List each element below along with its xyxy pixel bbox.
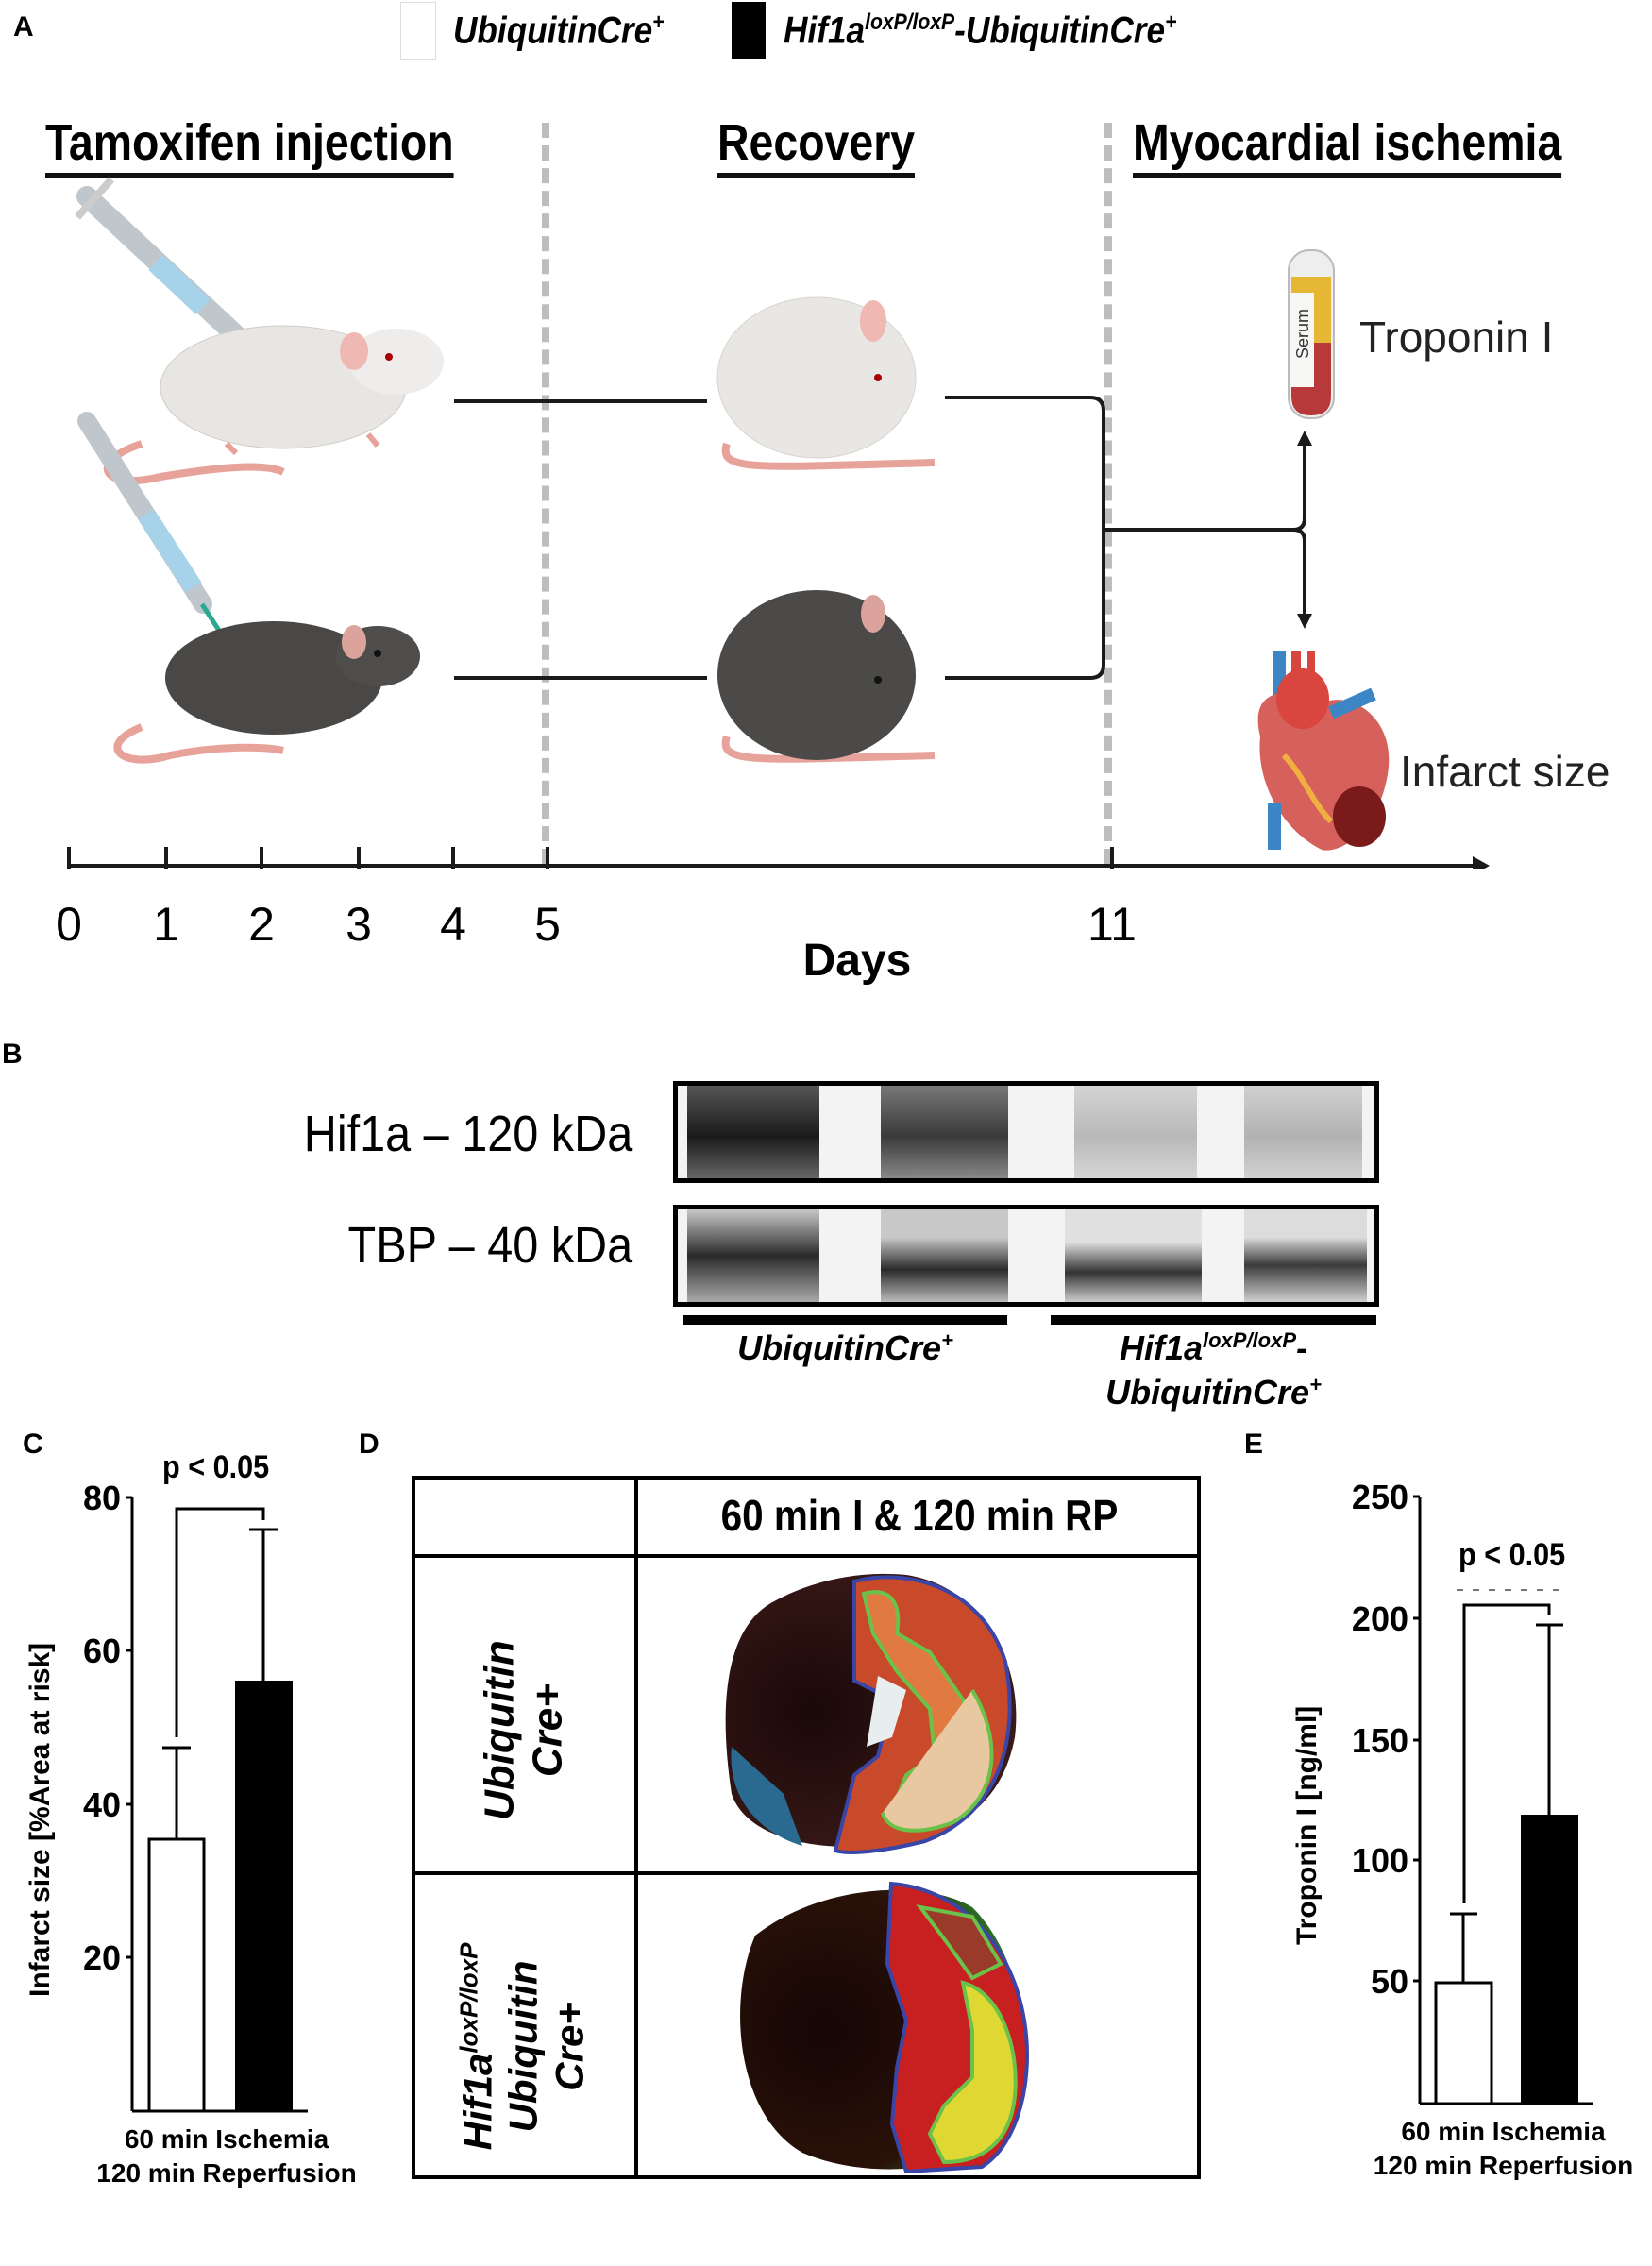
- day-tick-1: 1: [153, 898, 179, 951]
- ytick-e-200: 200: [1351, 1599, 1408, 1638]
- blot-lane: [1244, 1086, 1362, 1178]
- phase-divider-2: [1104, 123, 1112, 864]
- day-tick-4: 4: [440, 898, 466, 951]
- legend-swatch-knockout: [732, 2, 766, 59]
- blot-label-hif1a: Hif1a – 120 kDa: [303, 1106, 632, 1162]
- panel-letter-e: E: [1244, 1429, 1264, 1460]
- infarct-outcome-label: Infarct size: [1400, 747, 1610, 796]
- bar-control: [147, 1837, 206, 2113]
- day-tick-2: 2: [248, 898, 275, 951]
- legend-label-knockout: Hif1aloxP/loxP-UbiquitinCre+: [784, 9, 1177, 52]
- xcat-e: 60 min Ischemia 120 min Reperfusion: [1373, 2117, 1634, 2181]
- phase-title-ischemia: Myocardial ischemia: [1133, 114, 1562, 178]
- row-header-knockout: Hif1aloxP/loxP Ubiquitin Cre+: [454, 1942, 592, 2151]
- black-mouse-icon: [113, 621, 420, 764]
- flow-connectors: [454, 396, 1306, 680]
- blot-lane: [881, 1209, 1008, 1302]
- table-row-divider: [412, 1871, 1201, 1875]
- heart-icon: [1257, 651, 1390, 851]
- blot-lane: [687, 1086, 819, 1178]
- group-label-control: UbiquitinCre+: [737, 1328, 953, 1367]
- day-tick-0: 0: [56, 898, 82, 951]
- timeline-title: Days: [802, 936, 912, 986]
- timeline-axis: [67, 847, 1473, 869]
- timeline-arrowhead: [1473, 856, 1490, 869]
- xcat-c: 60 min Ischemia 120 min Reperfusion: [96, 2124, 357, 2189]
- day-tick-5: 5: [534, 898, 561, 951]
- day-tick-11: 11: [1087, 898, 1137, 951]
- day-tick-3: 3: [346, 898, 372, 951]
- blot-lane: [881, 1086, 1008, 1178]
- ytick-c-60: 60: [82, 1632, 121, 1670]
- phase-title-recovery: Recovery: [717, 114, 916, 178]
- ylabel-c: Infarct size [%Area at risk]: [25, 1642, 56, 1997]
- blot-lane: [1244, 1209, 1367, 1302]
- ytick-e-250: 250: [1351, 1478, 1408, 1516]
- group-bar-knockout: [1051, 1315, 1376, 1325]
- bar-knockout: [1521, 1815, 1578, 2104]
- recovering-white-mouse-icon: [716, 296, 936, 470]
- ytick-c-20: 20: [82, 1938, 121, 1977]
- western-blot-tbp: [673, 1205, 1379, 1307]
- panel-letter-d: D: [359, 1429, 379, 1460]
- ytick-e-150: 150: [1351, 1721, 1408, 1760]
- legend-swatch-control: [400, 2, 436, 60]
- white-mouse-icon: [103, 325, 444, 484]
- ytick-e-100: 100: [1351, 1841, 1408, 1880]
- ytick-e-50: 50: [1370, 1962, 1408, 2001]
- group-bar-control: [683, 1315, 1007, 1325]
- panel-letter-c: C: [23, 1429, 43, 1460]
- blot-lane: [1074, 1086, 1197, 1178]
- heart-section-knockout: [740, 1881, 1029, 2174]
- heart-section-images: [725, 1573, 1029, 2174]
- recovering-black-mouse-icon: [717, 590, 936, 763]
- ylabel-e: Troponin I [ng/ml]: [1291, 1705, 1323, 1945]
- phase-divider-1: [542, 123, 549, 864]
- panel-letter-b: B: [2, 1039, 23, 1070]
- bar-control: [1434, 1981, 1493, 2105]
- western-blot-hif1a: [673, 1081, 1379, 1183]
- injection-illustrations: Serum: [67, 177, 1490, 869]
- blot-label-tbp: TBP – 40 kDa: [347, 1217, 632, 1274]
- table-col-divider: [634, 1476, 638, 2179]
- ytick-c-40: 40: [82, 1785, 121, 1824]
- svg-text:Serum: Serum: [1293, 309, 1312, 359]
- phase-title-tamoxifen: Tamoxifen injection: [45, 114, 454, 178]
- p-value-c: p < 0.05: [162, 1449, 270, 1485]
- syringe-icon: [75, 177, 253, 358]
- blot-lane: [1065, 1209, 1202, 1302]
- panel-letter-a: A: [13, 11, 34, 42]
- heart-section-control: [725, 1573, 1017, 1854]
- table-header-divider: [412, 1554, 1201, 1558]
- blot-lane: [687, 1209, 819, 1302]
- table-column-header: 60 min I & 120 min RP: [720, 1491, 1119, 1540]
- bar-knockout: [235, 1681, 293, 2111]
- p-value-e: p < 0.05: [1458, 1537, 1566, 1573]
- legend-label-control: UbiquitinCre+: [453, 9, 665, 52]
- bar-chart-troponin: [1413, 1495, 1593, 2105]
- serum-tube-icon: Serum: [1288, 249, 1335, 419]
- bar-chart-infarct-size: [126, 1496, 308, 2113]
- heart-section-table: [412, 1476, 1201, 2179]
- row-header-control: Ubiquitin Cre+: [476, 1640, 570, 1820]
- syringe-icon: [77, 412, 229, 644]
- group-label-knockout: Hif1aloxP/loxP- UbiquitinCre+: [1105, 1328, 1322, 1412]
- troponin-outcome-label: Troponin I: [1359, 313, 1554, 362]
- ytick-c-80: 80: [82, 1479, 121, 1517]
